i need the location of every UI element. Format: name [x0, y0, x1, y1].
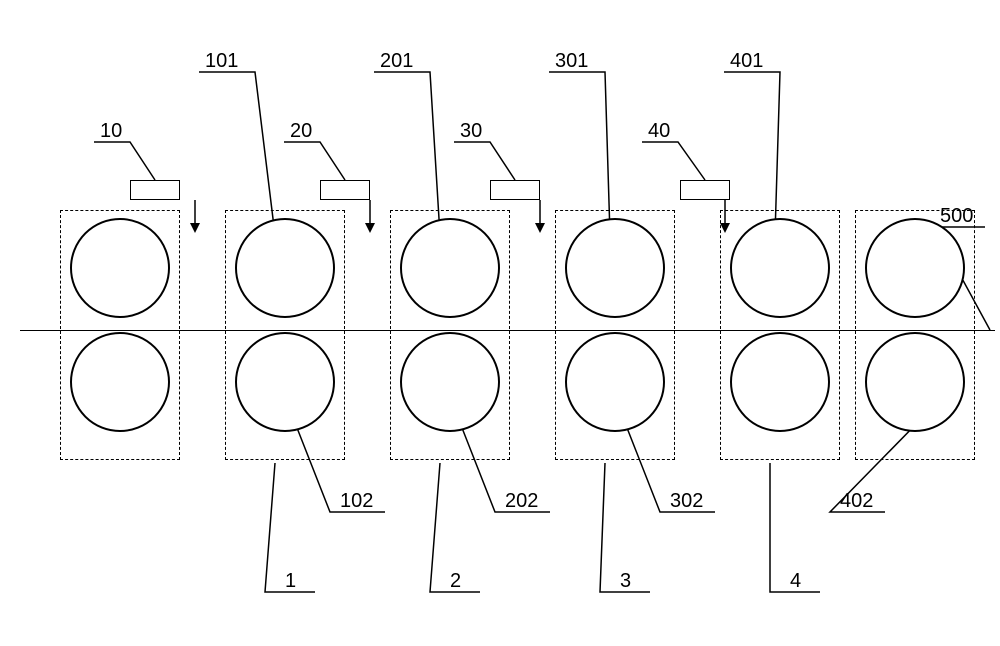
label-302: 302: [670, 490, 703, 513]
label-3: 3: [620, 570, 631, 593]
label-201: 201: [380, 50, 413, 73]
sensor-block-1: [320, 180, 370, 200]
label-2: 2: [450, 570, 461, 593]
roller-bot-1: [235, 332, 335, 432]
label-401: 401: [730, 50, 763, 73]
label-102: 102: [340, 490, 373, 513]
label-101: 101: [205, 50, 238, 73]
sensor-block-0: [130, 180, 180, 200]
label-402: 402: [840, 490, 873, 513]
roller-bot-2: [400, 332, 500, 432]
label-20: 20: [290, 120, 312, 143]
label-301: 301: [555, 50, 588, 73]
roller-bot-5: [865, 332, 965, 432]
roller-top-4: [730, 218, 830, 318]
roller-top-0: [70, 218, 170, 318]
label-40: 40: [648, 120, 670, 143]
label-1: 1: [285, 570, 296, 593]
label-4: 4: [790, 570, 801, 593]
label-202: 202: [505, 490, 538, 513]
sensor-block-3: [680, 180, 730, 200]
sensor-block-2: [490, 180, 540, 200]
roller-bot-4: [730, 332, 830, 432]
roller-top-1: [235, 218, 335, 318]
diagram-canvas: 10 20 30 40 101 201 301 401 500 102 202 302 402 1 2 3 4: [0, 0, 1000, 646]
label-10: 10: [100, 120, 122, 143]
roller-top-3: [565, 218, 665, 318]
label-30: 30: [460, 120, 482, 143]
roller-bot-3: [565, 332, 665, 432]
label-500: 500: [940, 205, 973, 228]
roller-top-5: [865, 218, 965, 318]
roller-top-2: [400, 218, 500, 318]
web-line: [20, 330, 995, 331]
roller-bot-0: [70, 332, 170, 432]
